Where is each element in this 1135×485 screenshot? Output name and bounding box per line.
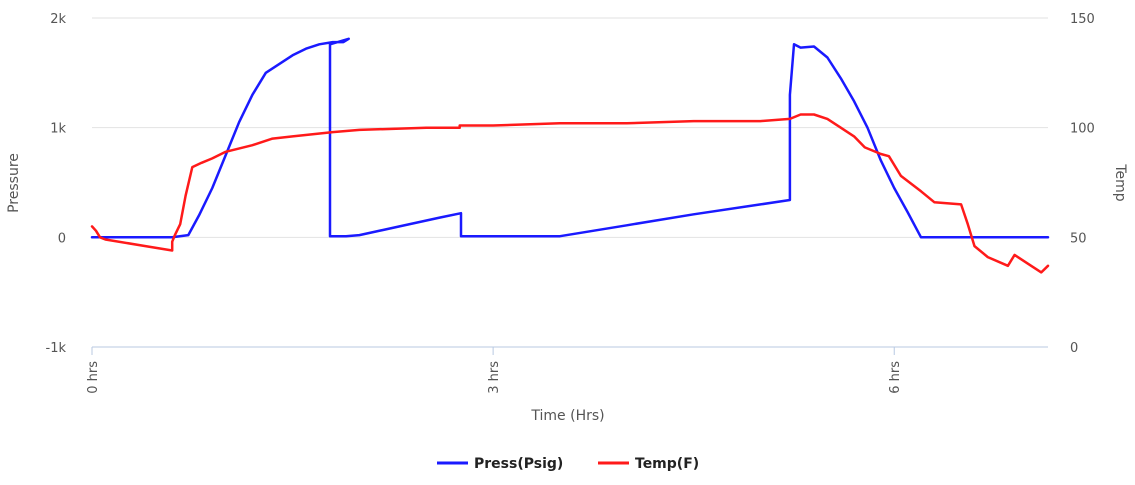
left-y-tick-label: 2k xyxy=(50,12,66,27)
right-y-tick-label: 100 xyxy=(1070,122,1095,137)
x-tick-label: 3 hrs xyxy=(487,361,502,394)
left-y-tick-label: -1k xyxy=(46,341,67,356)
x-tick-label: 0 hrs xyxy=(86,361,101,394)
left-y-tick-label: 0 xyxy=(58,231,66,246)
legend-item-press[interactable]: Press(Psig) xyxy=(437,456,563,472)
axis-layer: -1k 0 1k 2k 0 50 100 150 0 hrs 3 hrs 6 hrs xyxy=(46,12,1095,394)
x-tick-label: 6 hrs xyxy=(888,361,903,394)
label-layer: Time (Hrs) Pressure Temp xyxy=(6,153,1128,424)
legend-label-temp: Temp(F) xyxy=(635,456,699,472)
legend-item-temp[interactable]: Temp(F) xyxy=(598,456,699,472)
legend-label-press: Press(Psig) xyxy=(474,456,563,472)
series-line-temp[interactable] xyxy=(90,113,1050,274)
left-y-tick-label: 1k xyxy=(50,122,66,137)
x-axis-title: Time (Hrs) xyxy=(530,408,604,424)
right-y-tick-label: 150 xyxy=(1070,12,1095,27)
series-layer xyxy=(90,37,1050,274)
grid-layer xyxy=(92,17,1048,238)
right-y-tick-label: 50 xyxy=(1070,231,1087,246)
legend: Press(Psig) Temp(F) xyxy=(437,456,699,472)
left-y-axis-title: Pressure xyxy=(6,153,22,213)
right-y-axis-title: Temp xyxy=(1112,163,1128,201)
series-line-press[interactable] xyxy=(90,37,1050,239)
right-y-tick-label: 0 xyxy=(1070,341,1078,356)
